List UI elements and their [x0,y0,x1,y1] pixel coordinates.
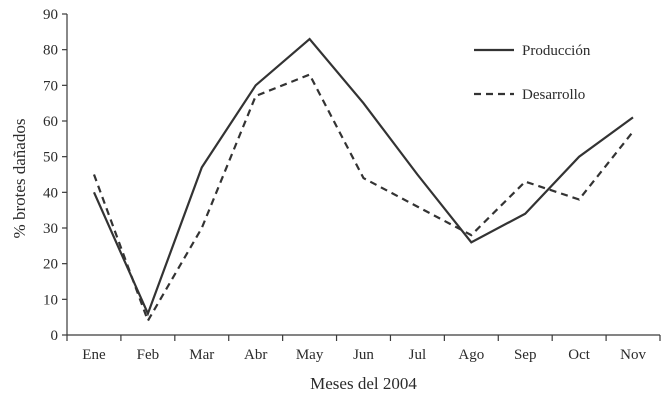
y-tick-label: 30 [43,221,58,237]
y-axis-ticks: 0 10 20 30 40 50 60 70 80 90 [43,7,67,344]
legend-label: Producción [522,43,591,59]
y-tick-label: 40 [43,185,58,201]
y-tick-label: 10 [43,292,58,308]
y-tick-label: 50 [43,150,58,166]
series-layer [92,37,634,324]
x-tick-label: Nov [620,347,646,363]
x-tick-label: Ago [458,347,484,363]
series-line-desarrollo [92,73,634,324]
x-tick-label: Ene [82,347,106,363]
x-tick-label: Jul [409,347,427,363]
x-tick-label: Abr [244,347,267,363]
x-tick-label: May [296,347,324,363]
x-tick-label: Mar [189,347,214,363]
x-tick-label: Jun [353,347,374,363]
y-tick-label: 80 [43,43,58,59]
x-axis-ticks: Ene Feb Mar Abr May Jun Jul Ago Sep Oct Nov [66,335,661,363]
series-line-produccion [92,37,634,317]
y-tick-label: 0 [51,328,59,344]
y-tick-label: 20 [43,257,58,273]
y-tick-label: 60 [43,114,58,130]
x-tick-label: Sep [514,347,537,363]
x-axis-title: Meses del 2004 [310,374,417,393]
x-tick-label: Feb [137,347,160,363]
y-tick-label: 70 [43,78,58,94]
y-tick-label: 90 [43,7,58,23]
y-axis-title: % brotes dañados [10,119,29,239]
x-tick-label: Oct [568,347,590,363]
legend: Producción Desarrollo [474,43,591,103]
legend-label: Desarrollo [522,87,585,103]
